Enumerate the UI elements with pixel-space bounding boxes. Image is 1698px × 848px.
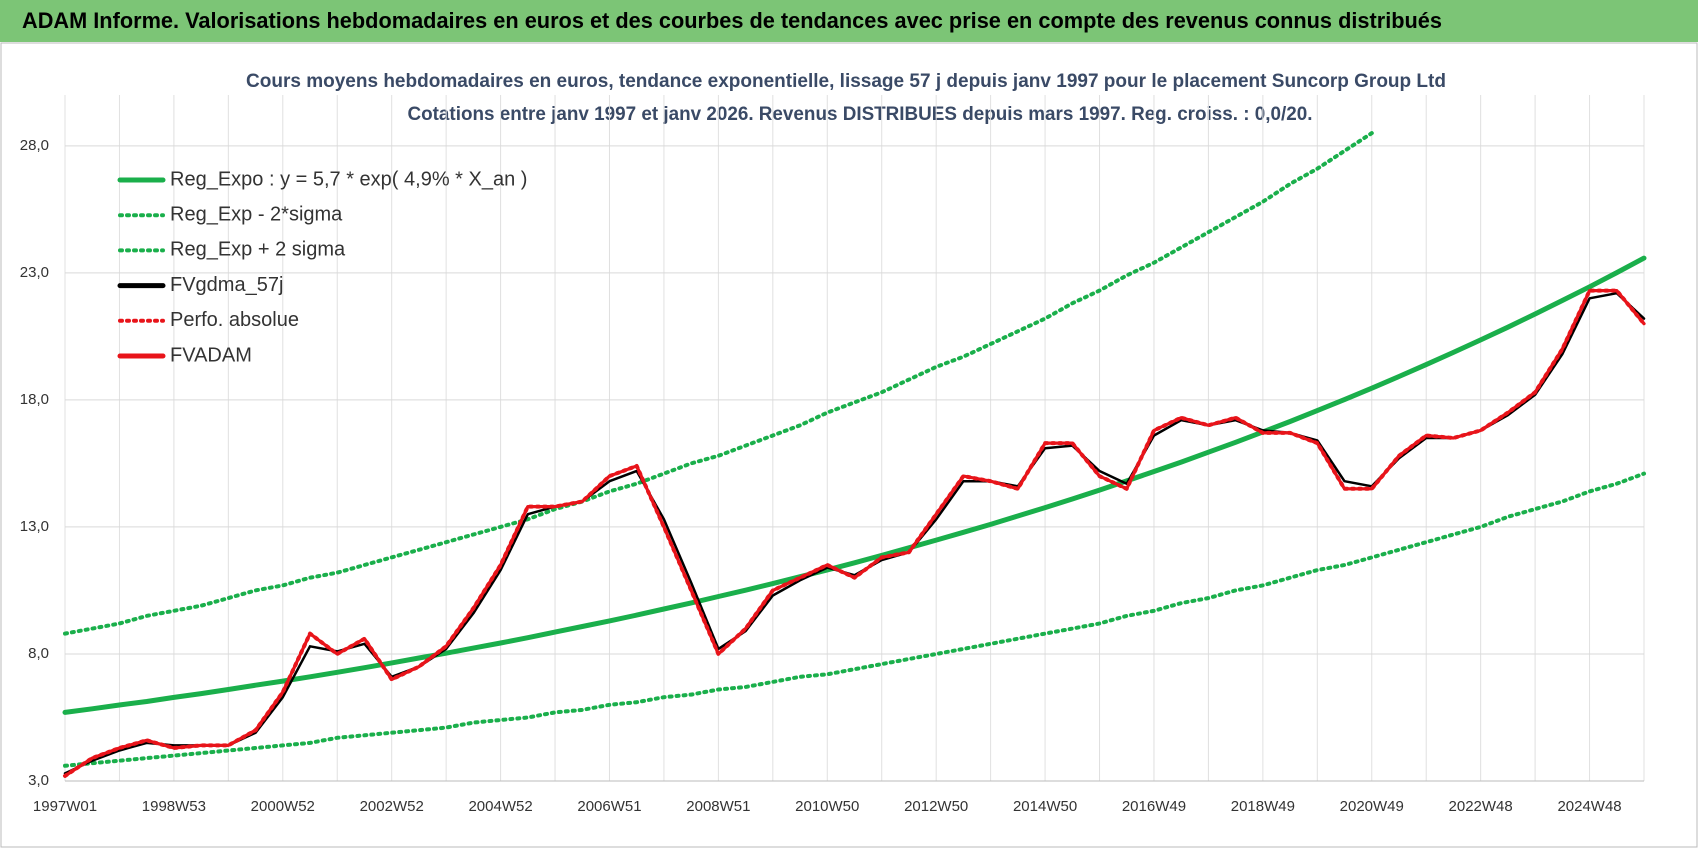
x-tick-label: 2016W49 <box>1122 798 1186 815</box>
legend-label: Reg_Exp - 2*sigma <box>170 203 343 225</box>
x-tick-label: 2020W49 <box>1340 798 1404 815</box>
x-tick-label: 2014W50 <box>1013 798 1077 815</box>
legend-label: Reg_Expo : y = 5,7 * exp( 4,9% * X_an ) <box>170 168 527 190</box>
x-tick-label: 1998W53 <box>142 798 206 815</box>
legend-label: FVgdma_57j <box>170 274 283 296</box>
x-tick-label: 2004W52 <box>468 798 532 815</box>
chart-title: Cours moyens hebdomadaires en euros, ten… <box>246 71 1446 92</box>
y-tick-label: 28,0 <box>20 137 49 154</box>
series-line <box>63 131 1374 636</box>
y-tick-label: 13,0 <box>20 518 49 535</box>
series-line <box>63 288 1646 778</box>
x-tick-label: 2010W50 <box>795 798 859 815</box>
series-line <box>63 291 1646 775</box>
y-tick-label: 3,0 <box>28 772 49 789</box>
x-tick-label: 2006W51 <box>577 798 641 815</box>
legend-label: Reg_Exp + 2 sigma <box>170 239 346 261</box>
header-title: ADAM Informe. Valorisations hebdomadaire… <box>22 8 1442 33</box>
x-tick-label: 2008W51 <box>686 798 750 815</box>
y-tick-label: 23,0 <box>20 264 49 281</box>
x-tick-label: 2000W52 <box>251 798 315 815</box>
series-line <box>62 255 1647 715</box>
series-line <box>63 471 1646 768</box>
plot-area <box>62 131 1647 778</box>
x-tick-label: 2012W50 <box>904 798 968 815</box>
legend-label: FVADAM <box>170 344 252 366</box>
series-line <box>63 289 1646 778</box>
x-tick-label: 2022W48 <box>1449 798 1513 815</box>
x-tick-label: 2002W52 <box>360 798 424 815</box>
header-band <box>0 0 1698 42</box>
x-tick-label: 2024W48 <box>1557 798 1621 815</box>
frame <box>0 42 1698 848</box>
chart-subtitle: Cotations entre janv 1997 et janv 2026. … <box>408 104 1313 125</box>
y-tick-label: 8,0 <box>28 645 49 662</box>
x-tick-label: 2018W49 <box>1231 798 1295 815</box>
x-tick-label: 1997W01 <box>33 798 97 815</box>
legend-label: Perfo. absolue <box>170 309 299 331</box>
y-tick-label: 18,0 <box>20 391 49 408</box>
